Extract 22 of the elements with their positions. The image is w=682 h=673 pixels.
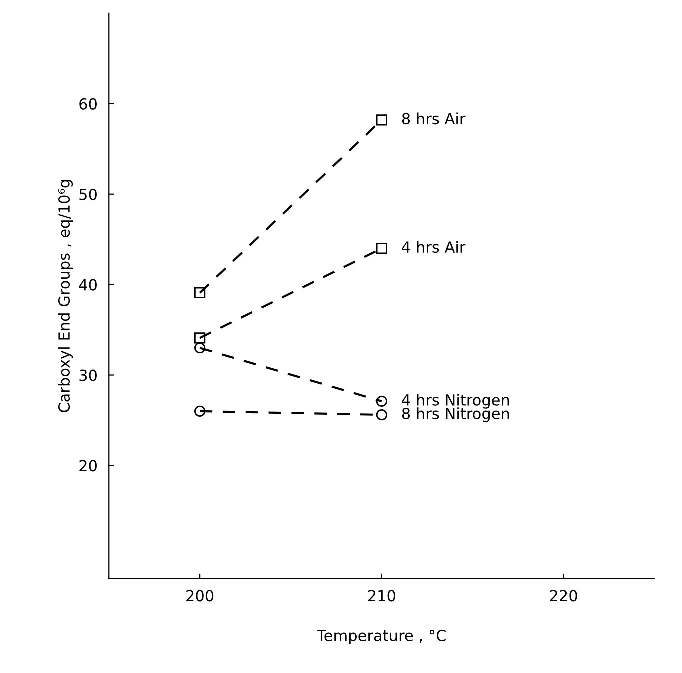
series-label: 8 hrs Air	[402, 112, 466, 125]
y-tick-label: 20	[80, 460, 97, 472]
point	[376, 243, 388, 254]
y-axis-title: Carboxyl End Groups , eq/10⁶g	[58, 180, 74, 413]
point	[376, 396, 388, 408]
point	[194, 332, 206, 344]
point	[194, 342, 206, 354]
series-label: 4 hrs Air	[402, 241, 466, 254]
series-label: 4 hrs Nitrogen	[402, 394, 510, 409]
y-tick-label: 40	[79, 279, 97, 291]
y-tick-label: 30	[80, 370, 97, 382]
x-tick-label: 220	[550, 590, 578, 602]
x-tick-label: 210	[368, 590, 396, 602]
x-tick-label: 200	[186, 590, 214, 602]
x-axis-title: Temperature , °C	[317, 630, 446, 644]
y-tick-label: 60	[80, 98, 97, 110]
point	[194, 406, 206, 417]
point	[194, 287, 206, 299]
y-tick-label: 50	[80, 188, 97, 200]
point	[376, 410, 388, 421]
series-label: 8 hrs Nitrogen	[402, 408, 510, 422]
point	[376, 114, 388, 126]
